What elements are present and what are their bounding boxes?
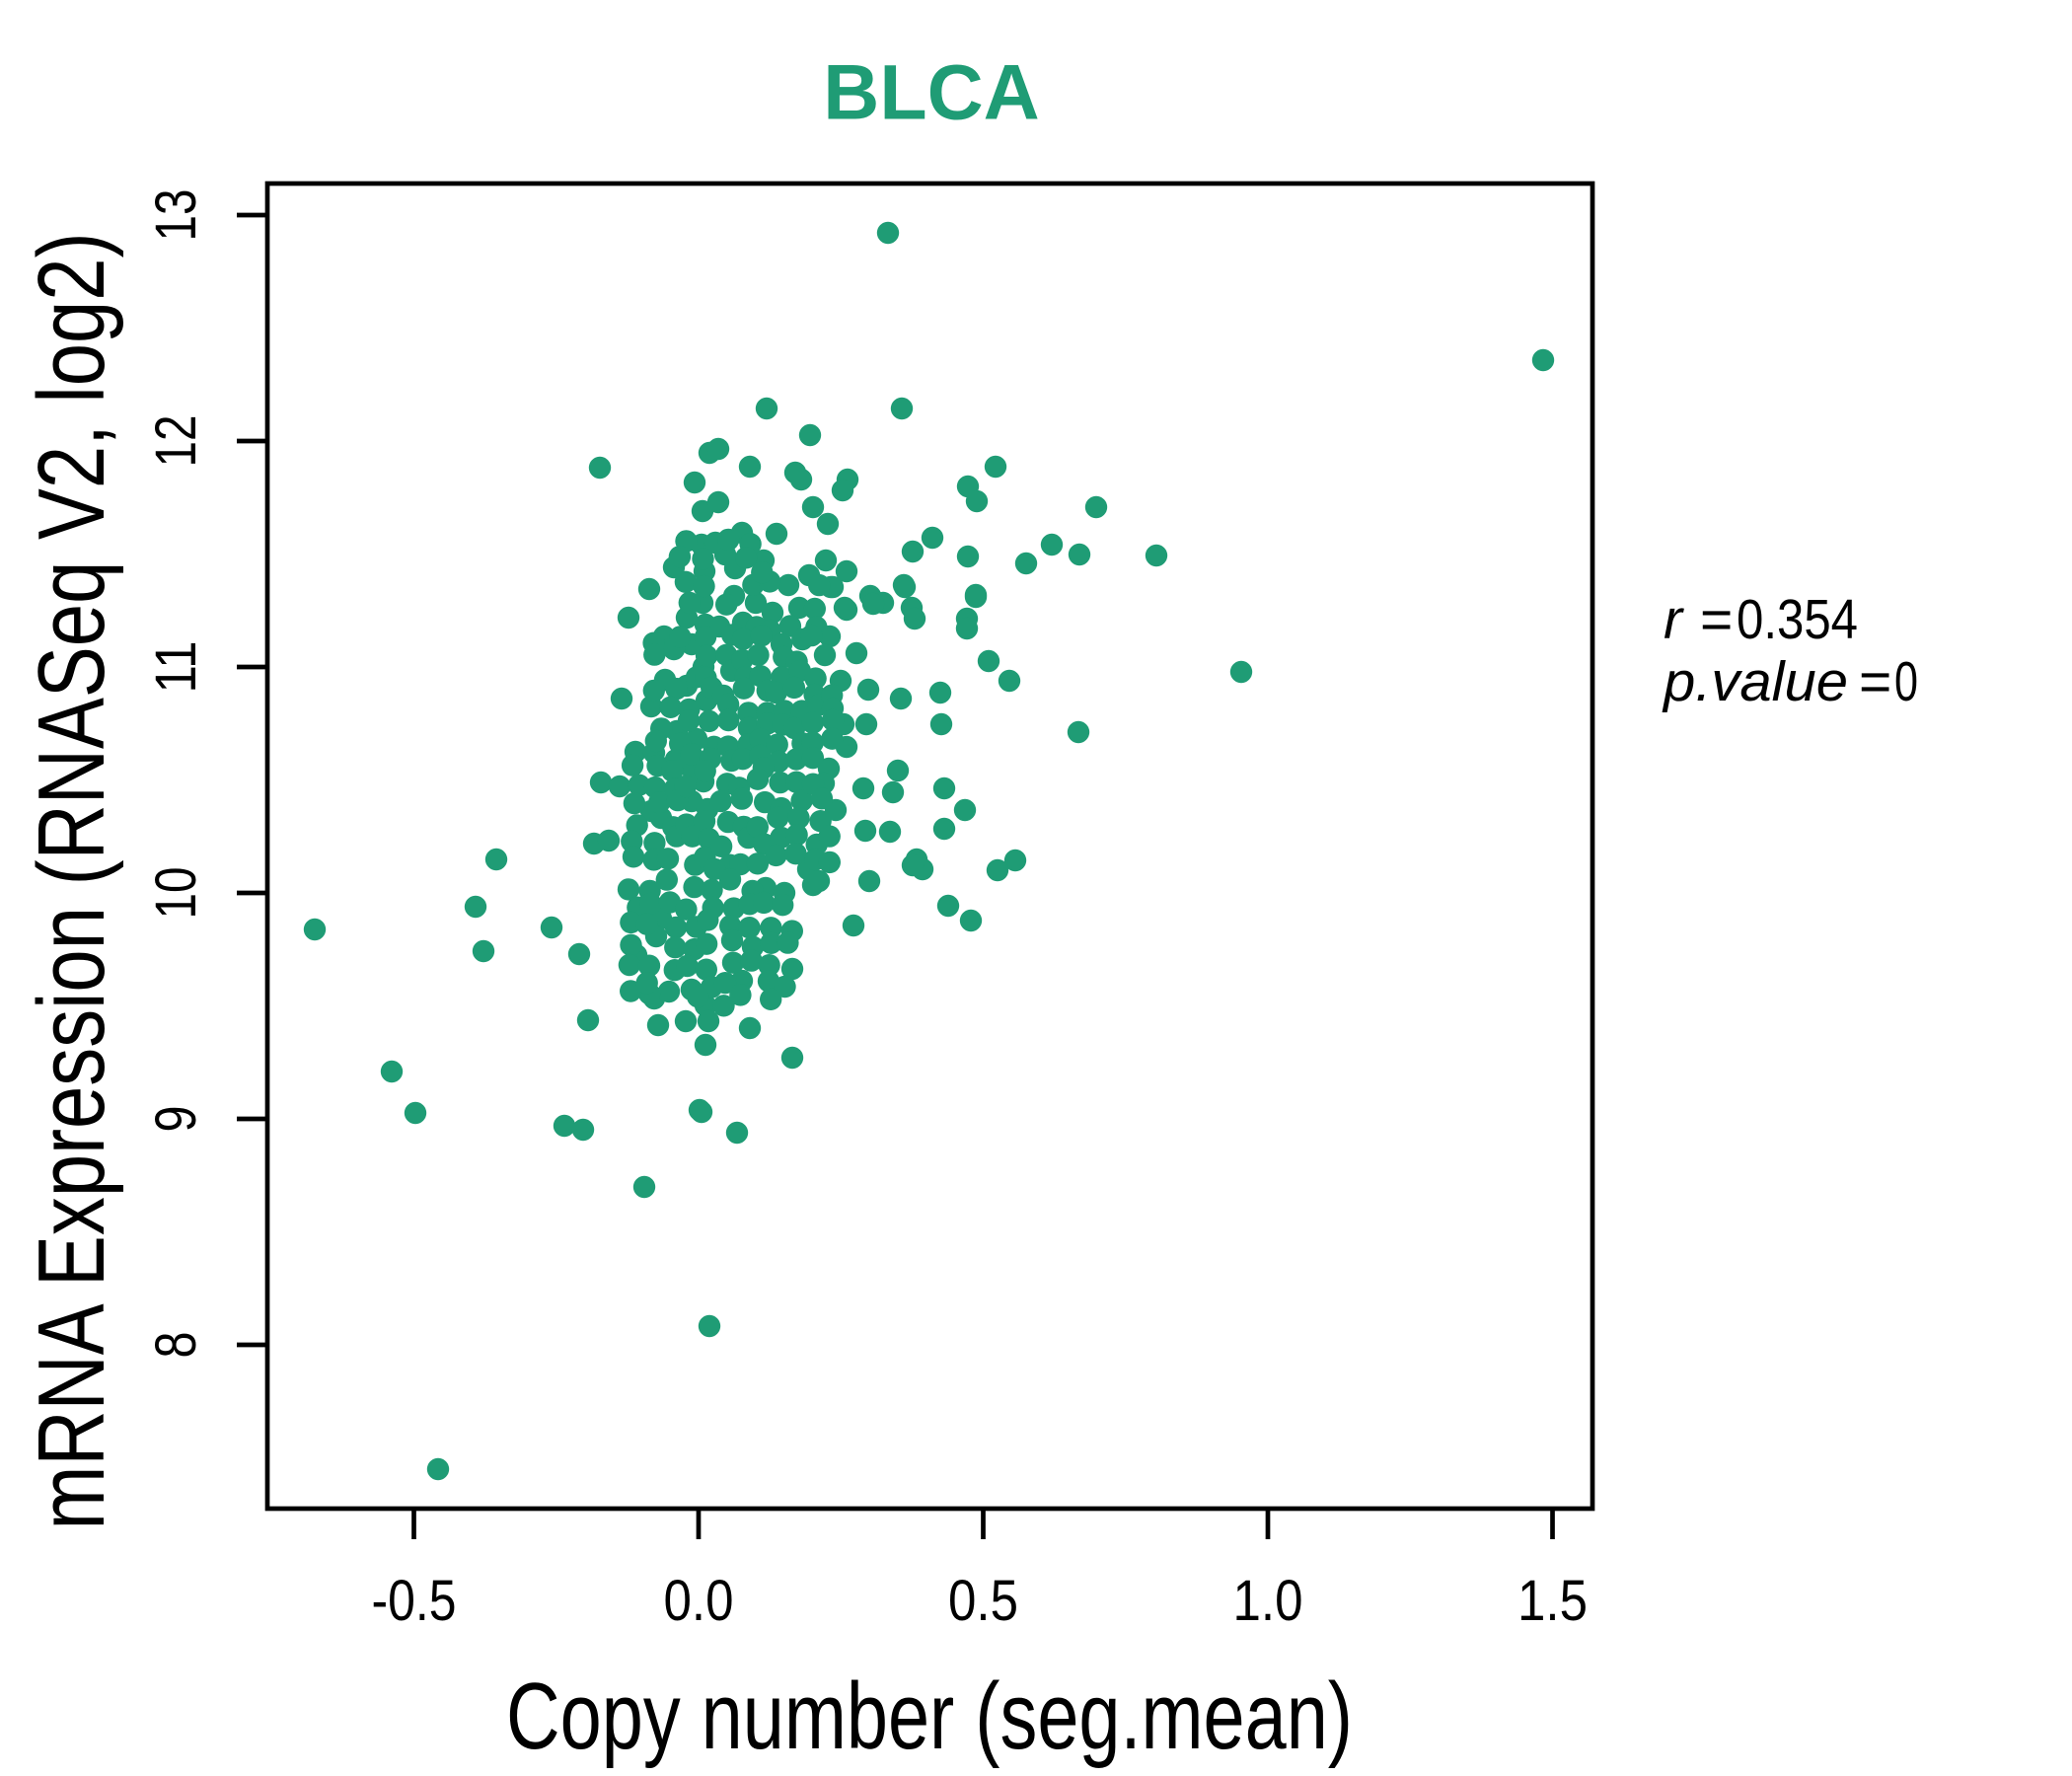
svg-text:9: 9 — [144, 1106, 208, 1133]
svg-text:11: 11 — [144, 641, 208, 694]
svg-text:1.0: 1.0 — [1233, 1569, 1303, 1633]
svg-text:0: 0 — [1894, 650, 1918, 713]
svg-text:0.0: 0.0 — [664, 1569, 734, 1633]
svg-text:0.5: 0.5 — [948, 1569, 1018, 1633]
svg-text:mRNA Expression (RNASeq V2, lo: mRNA Expression (RNASeq V2, log2) — [19, 233, 124, 1530]
svg-text:0.354: 0.354 — [1737, 588, 1858, 651]
svg-text:-0.5: -0.5 — [372, 1569, 457, 1633]
svg-text:10: 10 — [144, 867, 208, 920]
svg-text:=: = — [1859, 650, 1891, 713]
svg-text:13: 13 — [144, 189, 208, 242]
svg-text:r: r — [1664, 588, 1684, 651]
svg-text:BLCA: BLCA — [823, 48, 1039, 136]
svg-text:=: = — [1700, 588, 1733, 651]
svg-text:p.value: p.value — [1662, 650, 1848, 713]
svg-text:8: 8 — [144, 1332, 208, 1359]
svg-text:Copy number (seg.mean): Copy number (seg.mean) — [506, 1664, 1353, 1769]
svg-text:1.5: 1.5 — [1517, 1569, 1588, 1633]
svg-text:12: 12 — [144, 415, 208, 468]
